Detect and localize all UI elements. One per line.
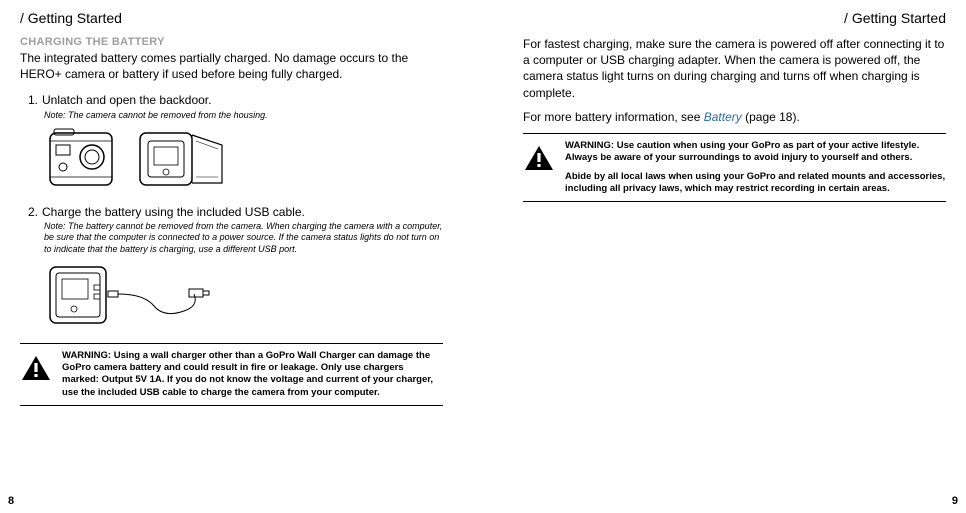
- warning-triangle-icon: [523, 144, 555, 172]
- right-para-2a: For more battery information, see: [523, 110, 704, 124]
- step-2-note: Note: The battery cannot be removed from…: [44, 221, 443, 255]
- step-1-text: Unlatch and open the backdoor.: [42, 93, 211, 107]
- warning-text-left: WARNING: Using a wall charger other than…: [62, 350, 443, 399]
- section-heading: CHARGING THE BATTERY: [20, 36, 443, 48]
- warning-text-right: WARNING: Use caution when using your GoP…: [565, 140, 946, 195]
- step-1-title: 1.Unlatch and open the backdoor.: [28, 92, 443, 108]
- page-right: / Getting Started For fastest charging, …: [483, 0, 966, 513]
- camera-front-icon: [44, 127, 124, 192]
- step-2-text: Charge the battery using the included US…: [42, 205, 305, 219]
- step-1: 1.Unlatch and open the backdoor. Note: T…: [28, 92, 443, 191]
- intro-text: The integrated battery comes partially c…: [20, 50, 443, 82]
- step-2: 2.Charge the battery using the included …: [28, 204, 443, 331]
- right-para-2: For more battery information, see Batter…: [523, 109, 946, 125]
- step-1-illustrations: [44, 127, 443, 192]
- step-2-illustrations: [44, 261, 443, 331]
- breadcrumb-left: / Getting Started: [20, 10, 443, 26]
- warning-right-p2: Abide by all local laws when using your …: [565, 171, 946, 196]
- step-1-note: Note: The camera cannot be removed from …: [44, 110, 443, 121]
- warning-triangle-icon: [20, 354, 52, 382]
- page-number-right: 9: [952, 495, 958, 507]
- camera-open-icon: [134, 127, 229, 192]
- warning-box-right: WARNING: Use caution when using your GoP…: [523, 133, 946, 202]
- camera-usb-icon: [44, 261, 214, 331]
- right-para-1: For fastest charging, make sure the came…: [523, 36, 946, 101]
- right-para-2b: (page 18).: [742, 110, 800, 124]
- warning-box-left: WARNING: Using a wall charger other than…: [20, 343, 443, 406]
- battery-link[interactable]: Battery: [704, 110, 742, 124]
- warning-right-p1: WARNING: Use caution when using your GoP…: [565, 140, 946, 165]
- breadcrumb-right: / Getting Started: [523, 10, 946, 26]
- step-1-num: 1.: [28, 92, 42, 108]
- step-2-num: 2.: [28, 204, 42, 220]
- step-list: 1.Unlatch and open the backdoor. Note: T…: [28, 92, 443, 330]
- page-number-left: 8: [8, 495, 14, 507]
- step-2-title: 2.Charge the battery using the included …: [28, 204, 443, 220]
- page-left: / Getting Started CHARGING THE BATTERY T…: [0, 0, 483, 513]
